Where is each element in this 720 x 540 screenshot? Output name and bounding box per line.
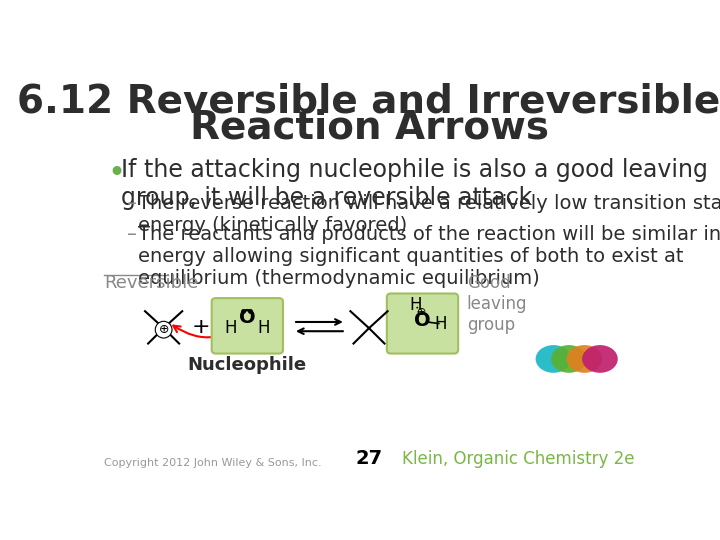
Text: ⊕: ⊕ [417, 307, 426, 317]
Text: Klein, Organic Chemistry 2e: Klein, Organic Chemistry 2e [402, 450, 634, 468]
Text: Copyright 2012 John Wiley & Sons, Inc.: Copyright 2012 John Wiley & Sons, Inc. [104, 458, 322, 468]
Text: +: + [192, 316, 210, 336]
Text: The reactants and products of the reaction will be similar in
energy allowing si: The reactants and products of the reacti… [138, 225, 720, 288]
Ellipse shape [567, 345, 602, 373]
Text: Reversible: Reversible [104, 274, 198, 292]
Text: ⊕: ⊕ [158, 323, 169, 336]
FancyArrowPatch shape [174, 315, 251, 338]
Text: The reverse reaction will have a relatively low transition state
energy (kinetic: The reverse reaction will have a relativ… [138, 194, 720, 235]
Text: –: – [127, 194, 137, 213]
Ellipse shape [551, 345, 587, 373]
Text: H: H [257, 319, 270, 337]
FancyBboxPatch shape [212, 298, 283, 354]
Ellipse shape [536, 345, 571, 373]
Text: 6.12 Reversible and Irreversible: 6.12 Reversible and Irreversible [17, 83, 720, 121]
Text: –: – [127, 225, 137, 244]
Text: H: H [435, 315, 447, 333]
Text: Reaction Arrows: Reaction Arrows [189, 109, 549, 147]
Text: O: O [414, 311, 431, 330]
Text: If the attacking nucleophile is also a good leaving
group, it will be a reversib: If the attacking nucleophile is also a g… [121, 158, 708, 210]
Text: Nucleophile: Nucleophile [188, 356, 307, 374]
Text: 27: 27 [356, 449, 382, 468]
Text: Good
leaving
group: Good leaving group [467, 274, 527, 334]
FancyBboxPatch shape [387, 294, 458, 354]
Ellipse shape [582, 345, 618, 373]
Text: O: O [239, 308, 256, 327]
Text: H: H [225, 319, 238, 337]
Text: H: H [409, 296, 422, 314]
Text: •: • [107, 159, 125, 188]
